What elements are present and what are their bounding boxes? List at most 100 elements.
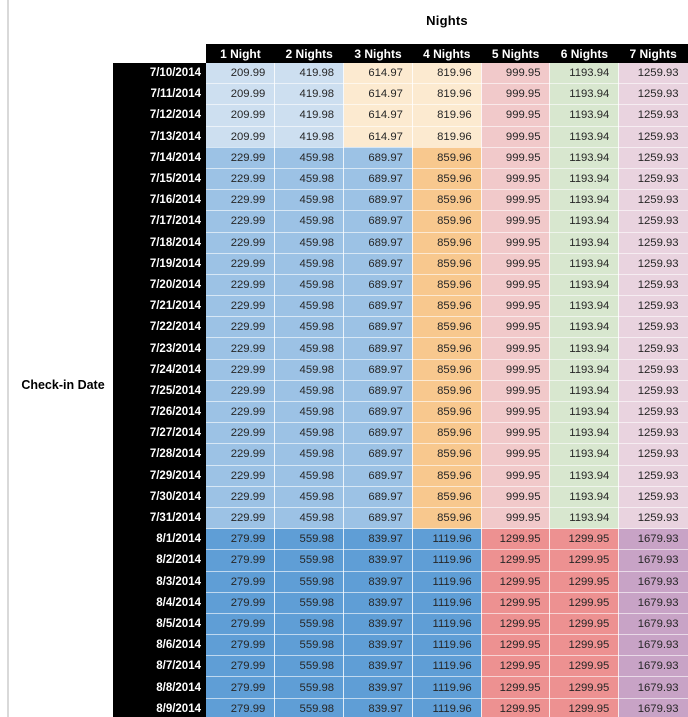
price-cell: 689.97 (343, 465, 413, 487)
price-cell: 1193.94 (549, 443, 620, 466)
price-cell: 859.96 (412, 316, 482, 339)
price-cell: 559.98 (274, 592, 345, 614)
price-cell: 1259.93 (618, 507, 688, 530)
price-cell: 1259.93 (618, 104, 688, 127)
table-row: 7/27/2014 229.99 459.98 689.97 859.96 999.95 1… (113, 422, 688, 445)
price-cell: 614.97 (343, 63, 413, 85)
price-cell: 614.97 (343, 126, 413, 148)
price-cell: 839.97 (343, 698, 413, 717)
price-cell: 559.98 (274, 549, 345, 572)
table-row: 8/6/2014 279.99 559.98 839.97 1119.96 1299.95… (113, 634, 688, 657)
price-cell: 689.97 (343, 380, 413, 403)
price-cell: 1119.96 (412, 698, 482, 717)
price-cell: 859.96 (412, 274, 482, 297)
price-cell: 459.98 (274, 189, 345, 212)
price-cell: 229.99 (206, 295, 276, 318)
price-cell: 459.98 (274, 147, 345, 169)
price-cell: 1259.93 (618, 168, 688, 191)
row-header-date: 7/22/2014 (113, 316, 206, 338)
row-header-date: 7/14/2014 (113, 147, 206, 169)
price-cell: 999.95 (481, 337, 551, 360)
column-header: 6 Nights (549, 44, 619, 63)
price-cell: 1299.95 (481, 634, 551, 657)
price-cell: 689.97 (343, 147, 413, 169)
price-cell: 689.97 (343, 337, 413, 360)
price-cell: 419.98 (274, 63, 345, 85)
price-cell: 229.99 (206, 168, 276, 191)
table-row: 7/29/2014 229.99 459.98 689.97 859.96 999.95 1… (113, 465, 688, 487)
price-cell: 999.95 (481, 507, 551, 530)
price-cell: 1193.94 (549, 401, 620, 424)
price-cell: 1259.93 (618, 253, 688, 275)
row-header-date: 7/16/2014 (113, 189, 206, 211)
price-cell: 229.99 (206, 253, 276, 275)
price-cell: 559.98 (274, 634, 345, 657)
price-cell: 459.98 (274, 443, 345, 466)
price-cell: 1259.93 (618, 380, 688, 403)
price-cell: 1193.94 (549, 126, 620, 148)
price-cell: 859.96 (412, 210, 482, 233)
price-cell: 459.98 (274, 274, 345, 297)
price-cell: 819.96 (412, 83, 482, 106)
row-header-date: 7/11/2014 (113, 83, 206, 105)
table-row: 7/19/2014 229.99 459.98 689.97 859.96 999.95 1… (113, 253, 688, 275)
price-cell: 229.99 (206, 337, 276, 360)
price-cell: 859.96 (412, 295, 482, 318)
price-cell: 459.98 (274, 295, 345, 318)
price-cell: 279.99 (206, 528, 276, 551)
price-cell: 859.96 (412, 380, 482, 403)
table-row: 7/13/2014 209.99 419.98 614.97 819.96 999.95 1… (113, 126, 688, 148)
price-cell: 279.99 (206, 634, 276, 657)
price-cell: 859.96 (412, 232, 482, 254)
table-row: 7/16/2014 229.99 459.98 689.97 859.96 999.95 1… (113, 189, 688, 212)
table-row: 7/21/2014 229.99 459.98 689.97 859.96 999.95 1… (113, 295, 688, 318)
price-cell: 279.99 (206, 676, 276, 699)
price-cell: 999.95 (481, 401, 551, 424)
price-cell: 419.98 (274, 126, 345, 148)
price-cell: 1119.96 (412, 676, 482, 699)
table-row: 7/24/2014 229.99 459.98 689.97 859.96 999.95 1… (113, 359, 688, 381)
price-cell: 459.98 (274, 401, 345, 424)
price-cell: 209.99 (206, 83, 276, 106)
price-cell: 819.96 (412, 126, 482, 148)
price-cell: 1259.93 (618, 359, 688, 381)
price-cell: 689.97 (343, 359, 413, 381)
price-cell: 229.99 (206, 189, 276, 212)
check-in-date-axis-title: Check-in Date (21, 378, 105, 392)
price-cell: 1193.94 (549, 316, 620, 339)
price-cell: 999.95 (481, 232, 551, 254)
price-cell: 1193.94 (549, 295, 620, 318)
row-header-date: 7/31/2014 (113, 507, 206, 529)
price-cell: 999.95 (481, 63, 551, 85)
row-header-date: 8/6/2014 (113, 634, 206, 656)
price-cell: 689.97 (343, 189, 413, 212)
price-cell: 1259.93 (618, 443, 688, 466)
price-cell: 999.95 (481, 422, 551, 445)
price-cell: 1299.95 (481, 528, 551, 551)
price-cell: 859.96 (412, 465, 482, 487)
row-header-date: 7/26/2014 (113, 401, 206, 423)
price-cell: 1193.94 (549, 380, 620, 403)
price-cell: 1119.96 (412, 634, 482, 657)
price-cell: 819.96 (412, 63, 482, 85)
nightly-rates-table: 1 Night 2 Nights 3 Nights 4 Nights 5 Nights 6… (113, 44, 688, 717)
price-cell: 859.96 (412, 486, 482, 508)
price-cell: 459.98 (274, 316, 345, 339)
row-header-date: 7/17/2014 (113, 210, 206, 232)
price-cell: 229.99 (206, 486, 276, 508)
price-cell: 689.97 (343, 253, 413, 275)
price-cell: 1679.93 (618, 676, 688, 699)
price-cell: 459.98 (274, 422, 345, 445)
price-cell: 1193.94 (549, 486, 620, 508)
price-cell: 839.97 (343, 592, 413, 614)
price-cell: 1193.94 (549, 63, 620, 85)
price-cell: 689.97 (343, 401, 413, 424)
price-cell: 1299.95 (549, 698, 620, 717)
price-cell: 1259.93 (618, 189, 688, 212)
price-cell: 229.99 (206, 422, 276, 445)
row-header-date: 7/29/2014 (113, 465, 206, 487)
row-header-date: 7/15/2014 (113, 168, 206, 190)
price-cell: 1193.94 (549, 189, 620, 212)
price-cell: 1299.95 (481, 613, 551, 636)
price-cell: 1119.96 (412, 571, 482, 593)
